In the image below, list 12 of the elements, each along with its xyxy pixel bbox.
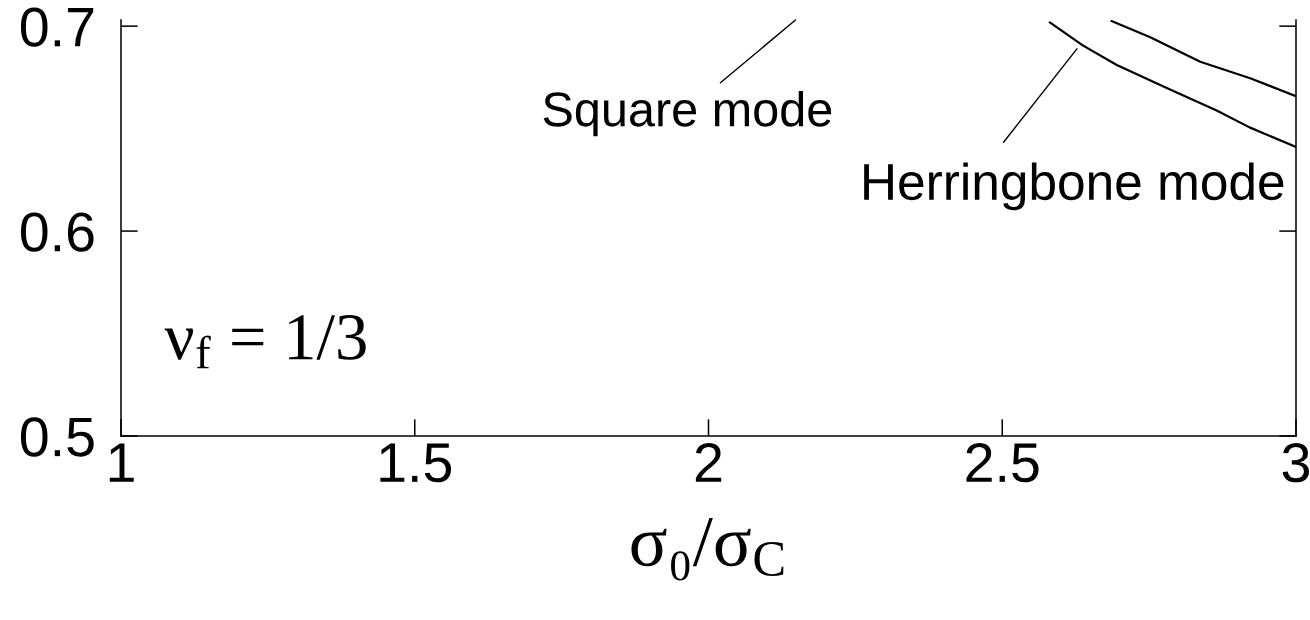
- y-tick-label: 0.5: [20, 417, 94, 457]
- x-tick-label: 2: [695, 443, 722, 482]
- y-tick-label: 0.6: [20, 212, 94, 252]
- y-tick-label: 0.7: [20, 7, 94, 47]
- annotation: ν$_{f}$ = 1/3: [164, 315, 366, 369]
- x-tick-label: 1: [109, 443, 134, 482]
- annotation: Herringbone mode: [864, 162, 1284, 211]
- annotation: Square mode: [543, 90, 832, 137]
- x-tick-label: 2.5: [966, 443, 1039, 483]
- x-tick-label: 3: [1282, 443, 1310, 483]
- x-axis-title: σ₀/σ$_{C}$: [631, 518, 784, 581]
- x-tick-label: 1.5: [380, 443, 452, 483]
